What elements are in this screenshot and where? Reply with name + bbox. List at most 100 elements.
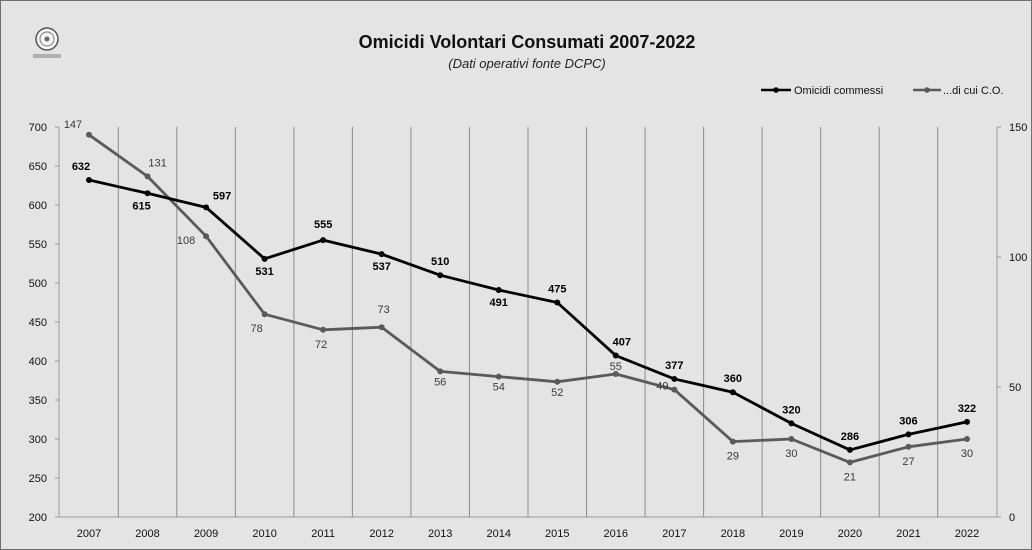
- data-label-co: 72: [315, 339, 327, 351]
- data-point-co: [612, 371, 619, 377]
- data-point-co: [203, 233, 210, 240]
- data-label-co: 78: [250, 323, 262, 335]
- data-label-co: 30: [961, 448, 973, 460]
- right-tick-label: 100: [1009, 252, 1027, 264]
- data-point-co: [495, 373, 502, 380]
- data-point-omicidi: [144, 190, 151, 197]
- x-tick-label: 2016: [604, 528, 628, 540]
- data-point-co: [554, 378, 561, 385]
- legend: Omicidi commessi ...di cui C.O.: [761, 85, 1004, 97]
- data-point-omicidi: [612, 352, 619, 359]
- series-line-co: [88, 133, 968, 464]
- legend-label-omicidi: Omicidi commessi: [794, 85, 883, 97]
- left-tick-label: 250: [29, 473, 47, 485]
- right-axis-ticks: 0 50 100 150: [997, 122, 1027, 524]
- data-point-omicidi: [261, 255, 268, 262]
- data-point-co: [905, 443, 912, 450]
- x-tick-label: 2018: [721, 528, 745, 540]
- data-label-co: 49: [656, 381, 668, 393]
- left-tick-label: 550: [29, 239, 47, 251]
- data-label-omicidi: 531: [255, 266, 273, 278]
- grid-layer: [117, 127, 939, 517]
- data-point-omicidi: [846, 446, 853, 453]
- left-tick-label: 450: [29, 317, 47, 329]
- data-point-omicidi: [554, 299, 561, 306]
- x-tick-label: 2015: [545, 528, 569, 540]
- data-point-omicidi: [320, 237, 327, 244]
- left-tick-label: 600: [29, 200, 47, 212]
- data-point-co: [671, 386, 678, 393]
- series-layer: [86, 131, 970, 466]
- x-tick-label: 2022: [955, 528, 979, 540]
- x-tick-label: 2009: [194, 528, 218, 540]
- legend-item-co: ...di cui C.O.: [913, 85, 1004, 97]
- legend-item-omicidi: Omicidi commessi: [761, 85, 883, 97]
- data-label-co: 147: [64, 119, 82, 131]
- data-point-co: [320, 326, 327, 333]
- data-point-co: [144, 173, 151, 180]
- x-tick-label: 2021: [896, 528, 920, 540]
- data-label-omicidi: 537: [372, 261, 390, 273]
- x-tick-label: 2012: [369, 528, 393, 540]
- left-tick-label: 500: [29, 278, 47, 290]
- x-tick-label: 2017: [662, 528, 686, 540]
- data-label-co: 30: [785, 448, 797, 460]
- data-label-omicidi: 510: [431, 256, 449, 268]
- data-label-co: 21: [844, 471, 856, 483]
- data-label-omicidi: 407: [613, 337, 631, 349]
- data-label-omicidi: 555: [314, 219, 332, 231]
- left-tick-label: 400: [29, 356, 47, 368]
- series-line-omicidi: [88, 178, 968, 452]
- data-label-co: 56: [434, 376, 446, 388]
- right-tick-label: 150: [1009, 122, 1027, 134]
- chart-title: Omicidi Volontari Consumati 2007-2022: [359, 32, 696, 52]
- x-tick-label: 2013: [428, 528, 452, 540]
- right-tick-label: 50: [1009, 382, 1021, 394]
- data-label-co: 55: [610, 361, 622, 373]
- x-tick-label: 2008: [135, 528, 159, 540]
- data-label-omicidi: 491: [490, 297, 508, 309]
- data-label-omicidi: 632: [72, 161, 90, 173]
- data-label-omicidi: 306: [899, 415, 917, 427]
- data-point-omicidi: [86, 177, 92, 184]
- data-label-co: 29: [727, 451, 739, 463]
- data-label-omicidi: 320: [782, 404, 800, 416]
- x-tick-label: 2010: [252, 528, 276, 540]
- data-label-co: 131: [148, 157, 166, 169]
- chart-subtitle: (Dati operativi fonte DCPC): [448, 56, 606, 71]
- data-label-omicidi: 377: [665, 360, 683, 372]
- data-point-co: [729, 438, 736, 445]
- x-tick-label: 2019: [779, 528, 803, 540]
- data-point-omicidi: [729, 389, 736, 396]
- data-point-co: [846, 459, 853, 466]
- right-tick-label: 0: [1009, 512, 1015, 524]
- data-label-omicidi: 360: [724, 373, 742, 385]
- data-point-omicidi: [378, 251, 385, 258]
- left-tick-label: 200: [29, 512, 47, 524]
- data-point-co: [378, 324, 385, 331]
- data-point-omicidi: [495, 287, 502, 294]
- data-point-co: [86, 131, 92, 138]
- data-label-co: 27: [902, 456, 914, 468]
- data-label-co: 54: [493, 382, 505, 394]
- data-point-omicidi: [788, 420, 795, 427]
- data-label-co: 52: [551, 387, 563, 399]
- legend-label-co: ...di cui C.O.: [943, 85, 1004, 97]
- data-point-co: [261, 311, 268, 318]
- left-tick-label: 700: [29, 122, 47, 134]
- left-tick-label: 300: [29, 434, 47, 446]
- data-label-omicidi: 615: [132, 200, 150, 212]
- data-point-co: [788, 436, 795, 442]
- data-label-omicidi: 286: [841, 431, 859, 443]
- data-labels: 632 615 597 531 555 537 510 491 475 407 377 360 320 2…: [64, 119, 976, 484]
- x-tick-label: 2014: [486, 528, 510, 540]
- data-point-omicidi: [964, 418, 970, 425]
- x-tick-label: 2020: [838, 528, 862, 540]
- data-point-omicidi: [203, 204, 210, 211]
- x-tick-label: 2007: [77, 528, 101, 540]
- logo-emblem: [33, 27, 61, 58]
- data-point-co: [964, 436, 970, 442]
- data-point-omicidi: [437, 272, 444, 279]
